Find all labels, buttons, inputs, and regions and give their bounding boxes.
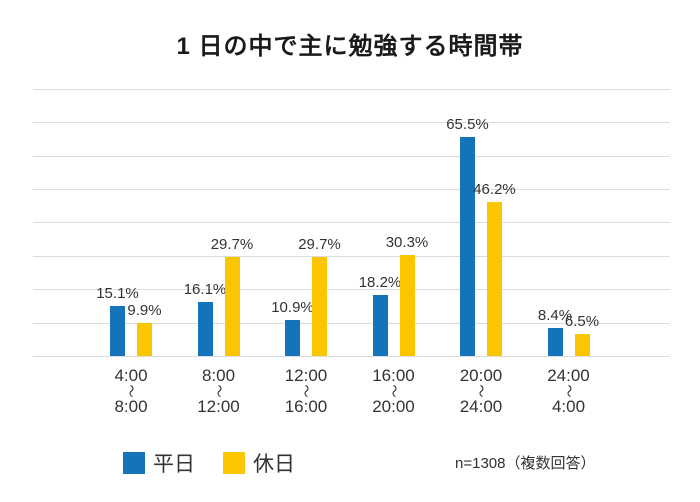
bar-holiday-3	[399, 255, 415, 356]
bar-holiday-4	[487, 202, 502, 356]
wave-dash-separator: 〜	[473, 384, 489, 398]
bar-holiday-2	[312, 257, 327, 356]
legend-swatch-weekday	[123, 452, 145, 474]
gridline	[33, 323, 670, 324]
gridline	[33, 89, 670, 90]
wave-dash-separator: 〜	[298, 384, 314, 398]
value-label-holiday-2: 29.7%	[298, 236, 341, 253]
legend-item-holiday: 休日	[223, 448, 295, 478]
bar-weekday-2	[285, 320, 300, 356]
gridline	[33, 256, 670, 257]
value-label-weekday-4: 65.5%	[446, 116, 489, 133]
x-tick-to: 8:00	[114, 397, 148, 416]
x-tick-label-5: 24:00 〜 4:00	[524, 366, 614, 416]
gridline	[33, 289, 670, 290]
legend: 平日 休日	[123, 448, 295, 478]
plot-area: 15.1% 9.9% 16.1% 29.7% 10.9% 29.7% 18.2% 30.3% 6…	[33, 89, 670, 357]
value-label-holiday-4: 46.2%	[473, 181, 516, 198]
value-label-holiday-1: 29.7%	[210, 236, 254, 253]
x-tick-label-2: 12:00 〜 16:00	[261, 366, 351, 416]
legend-label-weekday: 平日	[153, 453, 195, 476]
x-tick-label-4: 20:00 〜 24:00	[436, 366, 526, 416]
value-label-weekday-1: 16.1%	[183, 281, 227, 298]
bar-weekday-5	[547, 328, 563, 356]
wave-dash-separator: 〜	[123, 384, 139, 398]
wave-dash-separator: 〜	[386, 384, 402, 398]
gridline	[33, 122, 670, 123]
gridline	[33, 222, 670, 223]
x-tick-label-0: 4:00 〜 8:00	[86, 366, 176, 416]
gridline	[33, 189, 670, 190]
gridline	[33, 356, 670, 357]
x-tick-from: 24:00	[547, 366, 590, 385]
bar-weekday-4	[460, 137, 475, 356]
x-tick-label-1: 8:00 〜 12:00	[174, 366, 264, 416]
x-tick-from: 16:00	[372, 366, 415, 385]
x-tick-from: 4:00	[114, 366, 148, 385]
value-label-holiday-0: 9.9%	[127, 302, 162, 319]
bar-weekday-0	[110, 306, 125, 356]
wave-dash-separator: 〜	[561, 384, 577, 398]
bar-holiday-0	[137, 323, 152, 356]
value-label-weekday-3: 18.2%	[358, 274, 402, 291]
bar-holiday-5	[574, 334, 590, 356]
legend-label-holiday: 休日	[253, 453, 295, 476]
value-label-weekday-0: 15.1%	[96, 285, 139, 302]
value-label-weekday-2: 10.9%	[271, 299, 314, 316]
gridline	[33, 156, 670, 157]
x-tick-from: 12:00	[284, 366, 328, 385]
x-tick-from: 8:00	[201, 366, 236, 385]
legend-swatch-holiday	[223, 452, 245, 474]
chart-title: 1 日の中で主に勉強する時間帯	[176, 33, 524, 60]
value-label-weekday-5: 8.4%	[537, 307, 573, 324]
x-tick-from: 20:00	[459, 366, 503, 385]
wave-dash-separator: 〜	[211, 384, 227, 398]
legend-item-weekday: 平日	[123, 448, 195, 478]
x-tick-to: 4:00	[551, 397, 586, 416]
value-label-holiday-3: 30.3%	[385, 234, 429, 251]
x-tick-to: 24:00	[459, 397, 503, 416]
sample-size-note: n=1308（複数回答）	[455, 455, 596, 472]
value-label-holiday-5: 6.5%	[564, 313, 600, 330]
bar-weekday-3	[372, 295, 388, 356]
bar-holiday-1	[224, 257, 240, 356]
x-tick-to: 12:00	[197, 397, 240, 416]
x-tick-label-3: 16:00 〜 20:00	[349, 366, 439, 416]
x-tick-to: 16:00	[284, 397, 328, 416]
bar-weekday-1	[197, 302, 213, 356]
x-axis: 4:00 〜 8:00 8:00 〜 12:00 12:00 〜 16:00 16:00 〜 20:0…	[33, 366, 670, 428]
x-tick-to: 20:00	[372, 397, 415, 416]
